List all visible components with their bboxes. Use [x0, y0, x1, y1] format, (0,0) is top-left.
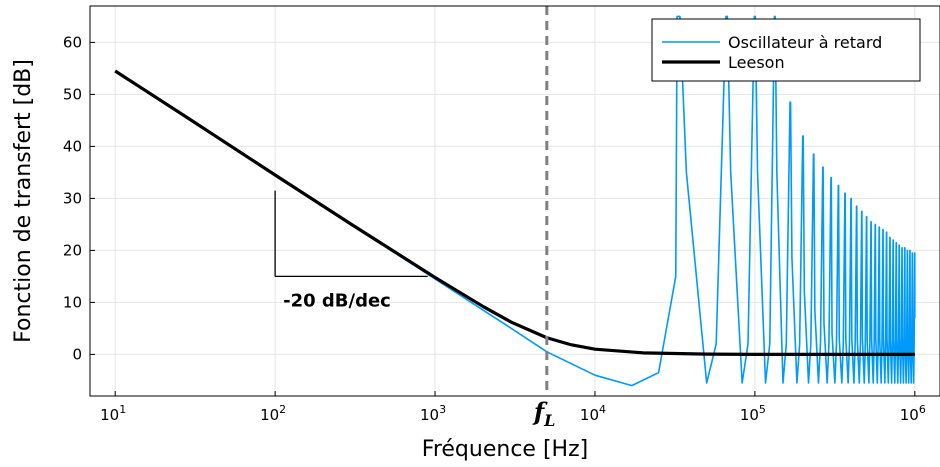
x-tick-base: 10 [260, 406, 279, 424]
x-tick-exponent: 1 [119, 403, 126, 416]
plot-traces [114, 15, 916, 387]
y-tick-label: 50 [63, 85, 82, 103]
x-tick-exponent: 4 [599, 403, 606, 416]
y-tick-label: 60 [63, 33, 82, 51]
x-axis-ticks: 101 102 103 104 105 106 [100, 391, 926, 424]
legend-box [651, 18, 921, 82]
y-tick-label: 0 [72, 345, 82, 363]
x-tick-label: 101 [100, 403, 126, 424]
fl-label: fL [532, 397, 556, 430]
slope-annotation: -20 dB/dec [283, 290, 391, 311]
x-tick-exponent: 2 [279, 403, 286, 416]
x-tick-label: 102 [260, 403, 286, 424]
legend: Oscillateur à retard Leeson [651, 18, 921, 82]
x-tick-exponent: 6 [919, 403, 926, 416]
x-tick-base: 10 [420, 406, 439, 424]
series-leeson-line [114, 69, 915, 356]
legend-label-oscillateur: Oscillateur à retard [728, 33, 882, 52]
y-tick-label: 20 [63, 241, 82, 259]
plot-frame [89, 5, 940, 397]
fl-label-main: f [532, 397, 548, 426]
x-tick-base: 10 [100, 406, 119, 424]
x-axis-title: Fréquence [Hz] [422, 437, 588, 462]
y-tick-label: 10 [63, 293, 82, 311]
x-tick-exponent: 5 [759, 403, 766, 416]
x-tick-label: 105 [740, 403, 766, 424]
y-axis-ticks: 0 10 20 30 40 50 60 [63, 33, 95, 363]
x-tick-label: 106 [900, 403, 926, 424]
legend-label-leeson: Leeson [728, 53, 785, 72]
x-tick-exponent: 3 [439, 403, 446, 416]
x-tick-base: 10 [580, 406, 599, 424]
x-tick-base: 10 [900, 406, 919, 424]
series-oscillateur-line [114, 15, 916, 387]
fl-label-sub: L [543, 411, 555, 430]
y-axis-title: Fonction de transfert [dB] [11, 59, 36, 343]
y-tick-label: 30 [63, 189, 82, 207]
x-tick-label: 104 [580, 403, 606, 424]
x-tick-base: 10 [740, 406, 759, 424]
y-tick-label: 40 [63, 137, 82, 155]
x-tick-label: 103 [420, 403, 446, 424]
slope-triangle [274, 190, 428, 278]
